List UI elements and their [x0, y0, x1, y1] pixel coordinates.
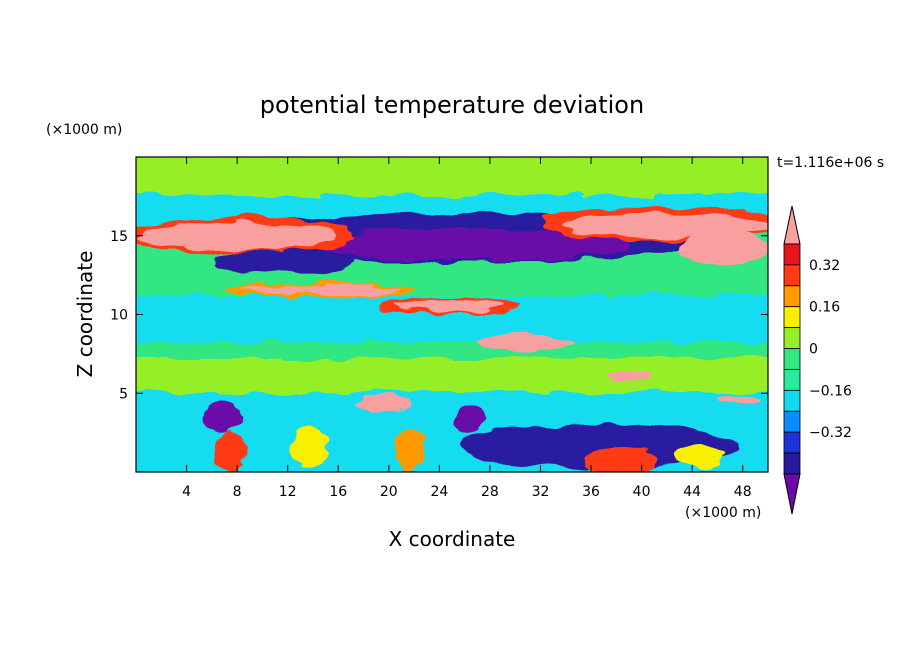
cold-core-deep: [310, 228, 630, 260]
warm-edge-right: [680, 232, 768, 264]
x-tick-label: 16: [329, 484, 347, 500]
plot-area: [136, 157, 768, 472]
x-tick-label: 20: [380, 484, 398, 500]
x-tick-label: 4: [182, 484, 191, 500]
cold-dome-one: [204, 403, 240, 433]
time-label: t=1.116e+06 s: [777, 155, 884, 171]
x-tick-label: 36: [582, 484, 600, 500]
colorbar-level: [783, 306, 801, 329]
y-tick-label: 5: [119, 386, 128, 402]
cold-pocket-left: [215, 250, 355, 274]
x-tick-label: 28: [481, 484, 499, 500]
field-layers: [136, 157, 768, 472]
colorbar-level: [783, 348, 801, 370]
colorbar-level: [783, 452, 801, 475]
x-tick-label: 40: [633, 484, 651, 500]
colorbar-level: [783, 410, 801, 433]
colorbar-tick-label: 0.32: [809, 258, 840, 274]
y-axis-label: Z coordinate: [73, 251, 97, 378]
colorbar-level: [783, 264, 801, 287]
colorbar-tick-label: 0: [809, 342, 818, 358]
upper-lime-band: [136, 157, 768, 200]
warm-plume-two: [292, 426, 328, 470]
colorbar-level: [783, 369, 801, 391]
warm-plume-five: [676, 444, 724, 468]
colorbar: 0.32 0.16 0 −0.16 −0.32: [783, 205, 852, 515]
warm-streak-mid: [357, 396, 413, 412]
x-tick-label: 32: [532, 484, 550, 500]
cold-dome-two: [452, 403, 488, 433]
warm-plume-three: [394, 430, 426, 470]
y-axis-unit: (×1000 m): [46, 122, 122, 138]
x-tick-label: 12: [279, 484, 297, 500]
y-tick-label: 15: [110, 229, 128, 245]
colorbar-level: [783, 389, 801, 412]
warm-plume-one: [214, 432, 246, 472]
warm-plume-four: [584, 446, 656, 472]
colorbar-tick-label: −0.16: [809, 383, 852, 399]
warm-sheet-three: [475, 334, 575, 350]
lower-lime-band: [136, 358, 768, 392]
colorbar-level: [783, 327, 801, 349]
colorbar-level: [783, 285, 801, 308]
y-axis-ticks: 5 10 15: [110, 229, 768, 402]
colorbar-min-arrow: [783, 473, 801, 515]
y-tick-label: 10: [110, 308, 128, 324]
x-tick-label: 48: [734, 484, 752, 500]
colorbar-tick-label: −0.32: [809, 425, 852, 441]
x-axis-ticks: 4 8 12 16 20 24 28 32 36 40 44 48: [182, 157, 752, 500]
x-tick-label: 44: [683, 484, 701, 500]
colorbar-level: [783, 431, 801, 454]
lower-cyan-band: [136, 392, 768, 420]
warm-core-right: [560, 214, 768, 238]
warm-streak-right: [608, 370, 652, 382]
x-axis-unit: (×1000 m): [685, 505, 761, 521]
warm-core-left: [138, 223, 338, 249]
x-tick-label: 24: [430, 484, 448, 500]
cold-pool-right: [460, 424, 740, 468]
warm-sheet-one-core: [240, 285, 400, 295]
colorbar-tick-label: 0.16: [809, 300, 840, 316]
warm-sheet-two-core: [395, 300, 505, 312]
warm-streak-far-right: [720, 394, 760, 406]
colorbar-level: [783, 243, 801, 266]
x-axis-label: X coordinate: [389, 527, 516, 551]
chart-title: potential temperature deviation: [260, 91, 644, 119]
colorbar-max-arrow: [783, 205, 801, 245]
x-tick-label: 8: [233, 484, 242, 500]
